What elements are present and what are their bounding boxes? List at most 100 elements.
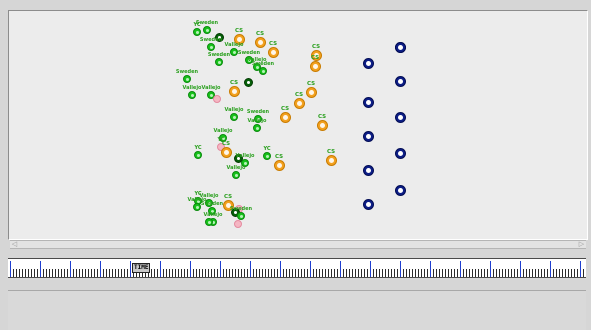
network-node-navy[interactable] [394, 75, 406, 87]
network-node-green[interactable] [245, 56, 253, 64]
timeline-tick [301, 269, 302, 277]
timeline-tick [277, 269, 278, 277]
network-node-green[interactable] [263, 152, 271, 160]
timeline-tick [274, 269, 275, 277]
timeline-tick [19, 269, 20, 277]
network-node-green[interactable] [203, 26, 211, 34]
timeline-tick [445, 269, 446, 277]
timeline-major-tick [580, 261, 581, 277]
network-node-green[interactable] [254, 115, 262, 123]
timeline-tick [577, 269, 578, 277]
timeline-tick [184, 269, 185, 277]
network-node-cs[interactable] [254, 36, 266, 48]
timeline-major-tick [430, 261, 431, 277]
network-node-navy[interactable] [394, 41, 406, 53]
network-node-dark[interactable] [233, 153, 243, 163]
scroll-right-icon[interactable]: ▷ [578, 240, 585, 248]
timeline-tick [223, 269, 224, 277]
timeline-tick [508, 269, 509, 277]
network-node-pink[interactable] [234, 220, 242, 228]
time-marker[interactable]: TIME [132, 263, 151, 273]
network-node-green[interactable] [205, 199, 213, 207]
network-node-dark[interactable] [214, 32, 224, 42]
network-node-green[interactable] [193, 203, 201, 211]
timeline-tick [406, 269, 407, 277]
timeline-tick [361, 269, 362, 277]
timeline-tick [574, 269, 575, 277]
timeline-tick [511, 269, 512, 277]
node-label: Vallejo [199, 193, 219, 199]
network-node-navy[interactable] [362, 57, 374, 69]
network-node-green[interactable] [241, 159, 249, 167]
network-node-green[interactable] [230, 48, 238, 56]
network-node-cs[interactable] [267, 46, 279, 58]
timeline-tick [247, 269, 248, 277]
node-label: Sweden [195, 20, 219, 26]
network-node-cs[interactable] [305, 86, 317, 98]
network-node-navy[interactable] [394, 184, 406, 196]
network-node-navy[interactable] [362, 198, 374, 210]
network-node-cs[interactable] [325, 154, 337, 166]
timeline-tick [484, 269, 485, 277]
network-node-green[interactable] [232, 171, 240, 179]
network-node-green[interactable] [205, 218, 213, 226]
timeline-tick [259, 269, 260, 277]
network-node-green[interactable] [194, 151, 202, 159]
network-node-navy[interactable] [394, 111, 406, 123]
network-node-cs[interactable] [220, 146, 232, 158]
scroll-left-icon[interactable]: ◁ [11, 240, 18, 248]
network-node-green[interactable] [259, 67, 267, 75]
network-node-cs[interactable] [222, 199, 234, 211]
network-node-navy[interactable] [394, 147, 406, 159]
timeline-major-tick [490, 261, 491, 277]
network-node-green[interactable] [253, 124, 261, 132]
network-node-navy[interactable] [362, 130, 374, 142]
network-node-green[interactable] [219, 134, 227, 142]
network-node-cs[interactable] [233, 33, 245, 45]
network-node-green[interactable] [188, 91, 196, 99]
timeline-ruler[interactable]: TIME [8, 258, 586, 278]
node-label: Vallejo [247, 118, 267, 124]
network-node-cs[interactable] [309, 60, 321, 72]
network-node-green[interactable] [183, 75, 191, 83]
timeline-tick [376, 269, 377, 277]
node-label: CS [326, 148, 336, 155]
network-node-green[interactable] [230, 113, 238, 121]
timeline-tick [535, 269, 536, 277]
network-node-cs[interactable] [228, 85, 240, 97]
timeline-tick [142, 269, 143, 277]
network-node-dark[interactable] [243, 77, 253, 87]
timeline-tick [433, 269, 434, 277]
network-canvas[interactable]: YC Sweden CS CS CS Sweden Vallejo CS CS Sweden Swe… [8, 10, 588, 240]
node-label: CS [317, 113, 327, 120]
network-node-cs[interactable] [273, 159, 285, 171]
timeline-tick [295, 269, 296, 277]
horizontal-scrollbar[interactable]: ◁ ▷ [10, 240, 586, 249]
timeline-tick [82, 269, 83, 277]
timeline-tick [256, 269, 257, 277]
timeline-tick [241, 269, 242, 277]
network-node-green[interactable] [215, 58, 223, 66]
timeline-tick [532, 269, 533, 277]
network-node-green[interactable] [207, 43, 215, 51]
network-node-cs[interactable] [310, 49, 322, 61]
network-node-cs[interactable] [279, 111, 291, 123]
network-node-green[interactable] [208, 207, 216, 215]
network-node-navy[interactable] [362, 96, 374, 108]
timeline-tick [175, 269, 176, 277]
network-node-cs[interactable] [316, 119, 328, 131]
timeline-tick [97, 269, 98, 277]
network-node-pink[interactable] [213, 95, 221, 103]
network-node-navy[interactable] [362, 164, 374, 176]
network-node-green[interactable] [237, 212, 245, 220]
node-label: Vallejo [187, 197, 207, 203]
timeline-tick [79, 269, 80, 277]
timeline-tick [103, 269, 104, 277]
network-node-green[interactable] [193, 28, 201, 36]
timeline-major-tick [280, 261, 281, 277]
timeline-tick [559, 269, 560, 277]
network-node-cs[interactable] [293, 97, 305, 109]
timeline-tick [403, 269, 404, 277]
timeline-tick [409, 269, 410, 277]
timeline-tick [289, 269, 290, 277]
